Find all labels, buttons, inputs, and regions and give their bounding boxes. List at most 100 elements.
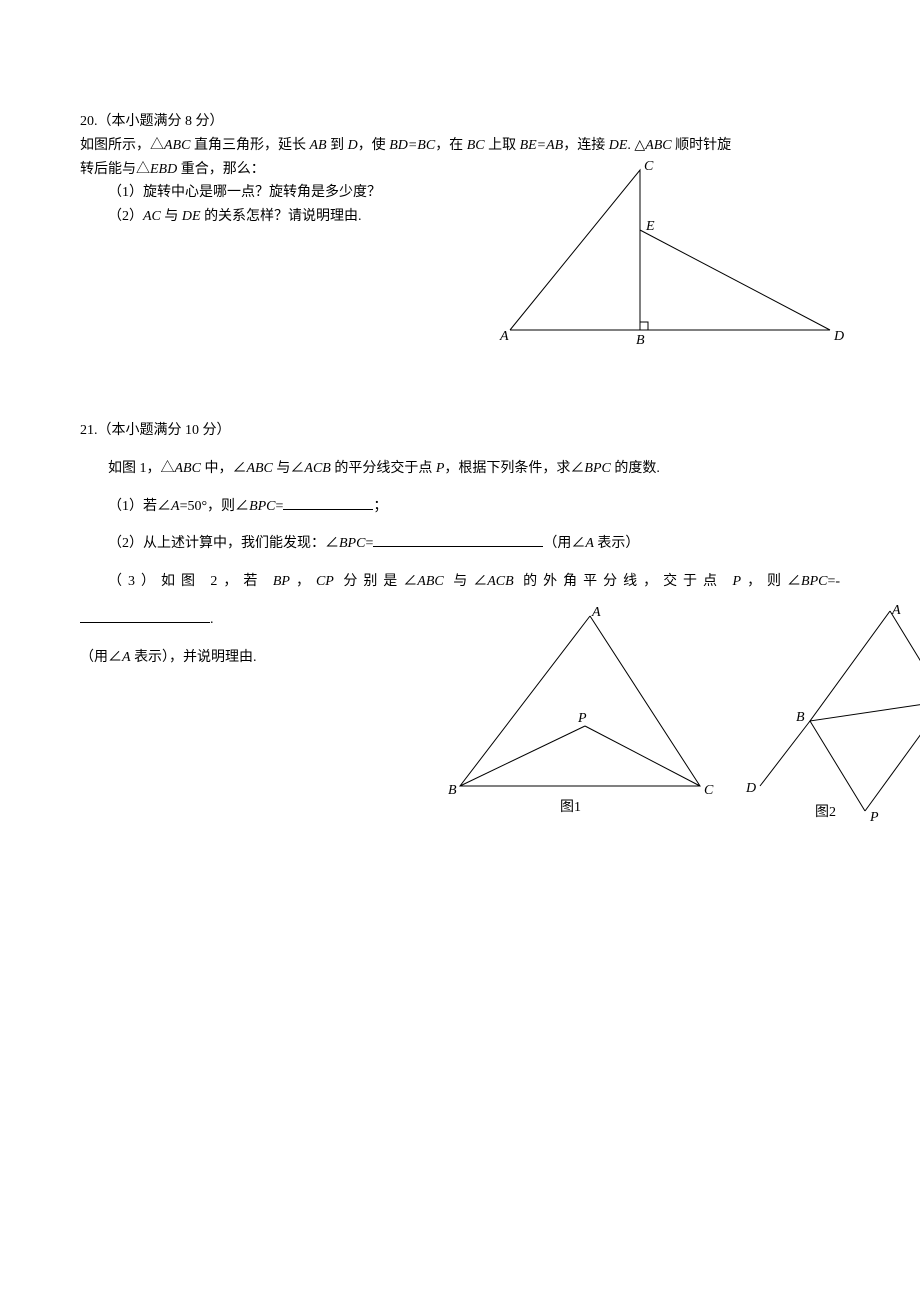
q21-note: （用∠A 表示），并说明理由. bbox=[80, 646, 380, 670]
q21-figures: A B C P 图1 bbox=[440, 606, 920, 845]
q20-points: （本小题满分 8 分） bbox=[98, 114, 224, 129]
q20-var-bdbc: BD=BC bbox=[389, 138, 435, 153]
question-21: 21.（本小题满分 10 分） 如图 1，△ABC 中，∠ABC 与∠ACB 的… bbox=[80, 419, 840, 670]
label-b: B bbox=[636, 333, 645, 348]
q21-text: ，根据下列条件，求∠ bbox=[444, 461, 584, 476]
fig1-label-p: P bbox=[577, 711, 587, 726]
q20-var-abc2: ABC bbox=[645, 138, 671, 153]
q20-text: ，在 bbox=[435, 138, 467, 153]
label-d: D bbox=[833, 329, 844, 344]
q21-sub3-f: ，则∠ bbox=[741, 574, 801, 589]
segment-bp-fig2 bbox=[810, 721, 865, 811]
q20-var-de: DE bbox=[609, 138, 628, 153]
label-c: C bbox=[644, 159, 654, 174]
q21-note-a: （用∠ bbox=[80, 650, 122, 665]
segment-bd-fig2 bbox=[760, 721, 810, 786]
q21-var-a3: A bbox=[122, 650, 131, 665]
q20-text: 重合，那么： bbox=[177, 162, 265, 177]
figure-2 bbox=[760, 611, 920, 811]
q21-number: 21. bbox=[80, 423, 98, 438]
triangle-abc-fig1 bbox=[460, 616, 700, 786]
q20-sub2-c: 的关系怎样？请说明理由. bbox=[201, 209, 362, 224]
q21-sub3-g: =- bbox=[828, 574, 841, 589]
q21-sub1-end: ； bbox=[373, 499, 387, 514]
q21-text: 中，∠ bbox=[201, 461, 247, 476]
q21-var-bpc4: BPC bbox=[801, 574, 827, 589]
segment-cp-fig2 bbox=[865, 701, 920, 811]
label-a: A bbox=[499, 329, 509, 344]
q20-var-ab: AB bbox=[309, 138, 326, 153]
q21-sub2-a: （2）从上述计算中，我们能发现：∠ bbox=[108, 536, 339, 551]
q20-sub2-a: （2） bbox=[108, 209, 143, 224]
q20-var-bc: BC bbox=[467, 138, 485, 153]
q20-text: 到 bbox=[327, 138, 348, 153]
q21-sub3-b: ， bbox=[290, 574, 316, 589]
q20-stem-line1: 如图所示，△ABC 直角三角形，延长 AB 到 D，使 BD=BC，在 BC 上… bbox=[80, 134, 840, 158]
fig2-label-p: P bbox=[869, 810, 879, 825]
q21-sub2-end2: 表示） bbox=[594, 536, 640, 551]
q21-text: 如图 1，△ bbox=[108, 461, 175, 476]
q20-var-abc: ABC bbox=[164, 138, 190, 153]
q21-stem: 如图 1，△ABC 中，∠ABC 与∠ACB 的平分线交于点 P，根据下列条件，… bbox=[80, 457, 840, 481]
q21-var-acb2: ACB bbox=[487, 574, 513, 589]
q21-var-bpc3: BPC bbox=[339, 536, 365, 551]
triangle-abc bbox=[510, 170, 640, 330]
q21-sub3: （3）如图 2，若 BP，CP 分别是∠ABC 与∠ACB 的外角平分线，交于点… bbox=[80, 570, 840, 594]
q20-var-beab: BE=AB bbox=[520, 138, 564, 153]
segment-de bbox=[640, 230, 830, 330]
question-20: 20.（本小题满分 8 分） 如图所示，△ABC 直角三角形，延长 AB 到 D… bbox=[80, 110, 840, 229]
q21-var-bp: BP bbox=[273, 574, 290, 589]
q21-sub1-a: （1）若∠ bbox=[108, 499, 171, 514]
q20-text: 顺时针旋 bbox=[672, 138, 732, 153]
q21-text: 的平分线交于点 bbox=[331, 461, 436, 476]
q21-sub3-a: （3）如图 2，若 bbox=[108, 574, 273, 589]
q20-number: 20. bbox=[80, 114, 98, 129]
q20-var-de2: DE bbox=[182, 209, 201, 224]
q20-text: 上取 bbox=[485, 138, 520, 153]
q21-points: （本小题满分 10 分） bbox=[98, 423, 231, 438]
q21-sub3-end: . bbox=[210, 612, 214, 627]
q21-var-abc: ABC bbox=[175, 461, 201, 476]
q21-body: （用∠A 表示），并说明理由. A B C P 图1 bbox=[80, 646, 840, 670]
q20-text: ，使 bbox=[358, 138, 390, 153]
q20-text: ，连接 bbox=[563, 138, 609, 153]
segment-cp-fig1 bbox=[585, 726, 700, 786]
q21-sub2-b: = bbox=[365, 536, 373, 551]
blank-3 bbox=[80, 608, 210, 623]
q21-var-bpc2: BPC bbox=[249, 499, 275, 514]
fig2-label-b: B bbox=[796, 710, 805, 725]
figure-1 bbox=[460, 616, 700, 786]
q21-diagram: A B C P 图1 bbox=[440, 606, 920, 836]
fig1-label-c: C bbox=[704, 783, 714, 798]
q21-var-cp: CP bbox=[316, 574, 334, 589]
q20-var-d: D bbox=[348, 138, 358, 153]
fig1-caption: 图1 bbox=[560, 800, 581, 815]
q21-sub3-e: 的外角平分线，交于点 bbox=[514, 574, 733, 589]
segment-bp-fig1 bbox=[460, 726, 585, 786]
label-e: E bbox=[645, 219, 655, 234]
q21-var-a1: A bbox=[171, 499, 180, 514]
q21-var-bpc: BPC bbox=[584, 461, 610, 476]
q20-figure: A B C D E bbox=[480, 160, 850, 369]
fig2-caption: 图2 bbox=[815, 805, 836, 820]
blank-2 bbox=[373, 532, 543, 547]
q20-diagram: A B C D E bbox=[480, 160, 850, 360]
q20-text: 如图所示，△ bbox=[80, 138, 164, 153]
right-angle-icon bbox=[640, 322, 648, 330]
q20-var-ebd: EBD bbox=[150, 162, 177, 177]
q20-text: . △ bbox=[627, 138, 645, 153]
q20-var-ac: AC bbox=[143, 209, 161, 224]
q21-sub1-b: =50°，则∠ bbox=[180, 499, 250, 514]
triangle-abc-fig2 bbox=[810, 611, 920, 721]
fig2-label-a: A bbox=[891, 603, 901, 618]
q21-heading: 21.（本小题满分 10 分） bbox=[80, 419, 840, 443]
q21-sub3-d: 与∠ bbox=[444, 574, 487, 589]
q21-note-b: 表示），并说明理由. bbox=[131, 650, 257, 665]
q21-var-acb: ACB bbox=[304, 461, 330, 476]
figure-2-group: A B C D E P 图2 bbox=[745, 603, 920, 825]
q21-var-abc3: ABC bbox=[417, 574, 443, 589]
q21-sub2-end: （用∠ bbox=[543, 536, 585, 551]
q21-var-p2: P bbox=[733, 574, 742, 589]
q21-sub1: （1）若∠A=50°，则∠BPC=； bbox=[80, 495, 840, 519]
q21-var-abc2: ABC bbox=[246, 461, 272, 476]
